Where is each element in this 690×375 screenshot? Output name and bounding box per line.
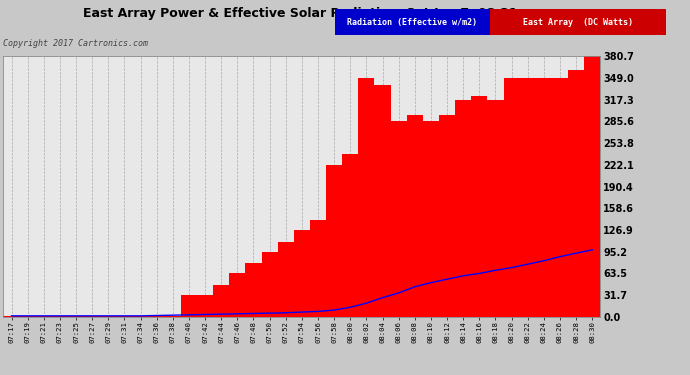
Bar	[584, 56, 600, 317]
Text: East Array  (DC Watts): East Array (DC Watts)	[523, 18, 633, 27]
Bar	[246, 263, 262, 317]
Bar	[197, 295, 213, 317]
Bar	[310, 220, 326, 317]
Bar	[504, 78, 520, 317]
Bar	[19, 315, 36, 317]
Bar	[391, 122, 406, 317]
Bar	[423, 122, 439, 317]
Bar	[148, 315, 165, 317]
Bar	[375, 86, 391, 317]
Bar	[36, 315, 52, 317]
Bar	[455, 100, 471, 317]
Bar	[326, 165, 342, 317]
Bar	[277, 242, 294, 317]
Bar	[568, 70, 584, 317]
Bar	[117, 315, 132, 317]
Bar	[52, 315, 68, 317]
Bar	[165, 315, 181, 317]
Bar	[487, 100, 504, 317]
Bar	[406, 115, 423, 317]
Bar	[181, 295, 197, 317]
Text: Radiation (Effective w/m2): Radiation (Effective w/m2)	[347, 18, 477, 27]
Text: Copyright 2017 Cartronics.com: Copyright 2017 Cartronics.com	[3, 39, 148, 48]
Bar	[3, 315, 19, 317]
Bar	[84, 315, 100, 317]
Bar	[552, 78, 568, 317]
Bar	[358, 78, 375, 317]
Bar	[132, 315, 148, 317]
Bar	[68, 315, 84, 317]
Bar	[471, 96, 487, 317]
Bar	[213, 285, 229, 317]
Bar	[262, 252, 277, 317]
Bar	[535, 78, 552, 317]
Bar	[342, 154, 358, 317]
Bar	[520, 78, 535, 317]
Bar	[229, 273, 246, 317]
Bar	[294, 230, 310, 317]
Text: East Array Power & Effective Solar Radiation  Sat Jan 7  08:31: East Array Power & Effective Solar Radia…	[83, 8, 518, 21]
Bar	[100, 315, 117, 317]
Bar	[439, 115, 455, 317]
